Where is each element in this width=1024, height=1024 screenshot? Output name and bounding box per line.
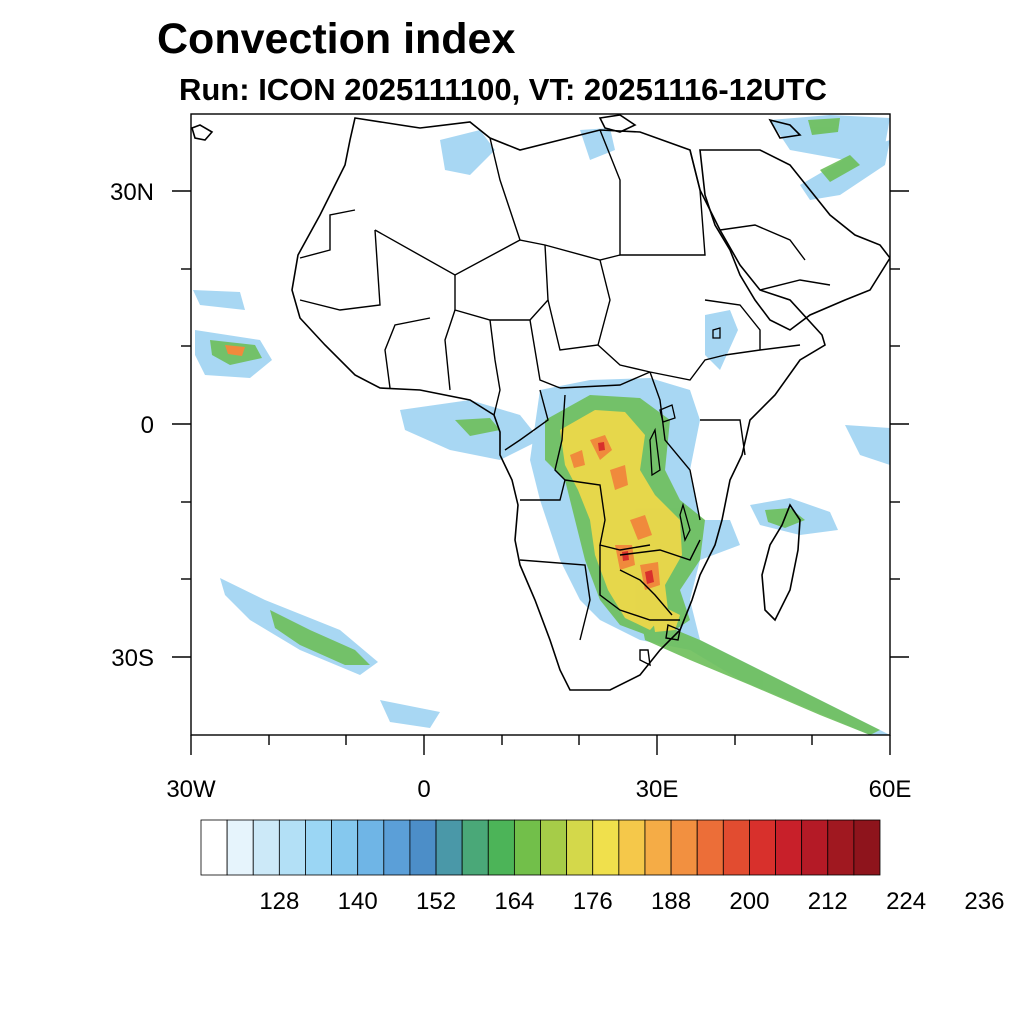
- colorbar-tick-label: 188: [651, 888, 692, 915]
- colorbar-swatch: [252, 819, 280, 876]
- lat-label-30s: 30S: [111, 645, 154, 672]
- colorbar: [200, 819, 881, 876]
- colorbar-swatch: [827, 819, 855, 876]
- colorbar-swatch: [775, 819, 803, 876]
- colorbar-swatch: [540, 819, 568, 876]
- colorbar-tick-label: 212: [807, 888, 848, 915]
- colorbar-swatch: [409, 819, 437, 876]
- colorbar-swatch: [435, 819, 463, 876]
- colorbar-swatch: [670, 819, 698, 876]
- colorbar-swatch: [749, 819, 776, 876]
- colorbar-tick-label: 128: [259, 888, 300, 915]
- colorbar-tick-label: 164: [494, 888, 535, 915]
- lon-label-60e: 60E: [868, 776, 912, 803]
- colorbar-swatch: [461, 819, 489, 876]
- colorbar-swatch: [200, 819, 228, 876]
- colorbar-tick-label: 200: [729, 888, 770, 915]
- colorbar-swatch: [383, 819, 411, 876]
- colorbar-swatch: [278, 819, 306, 876]
- colorbar-swatch: [331, 819, 359, 876]
- colorbar-tick-label: 140: [337, 888, 378, 915]
- lon-label-30e: 30E: [635, 776, 679, 803]
- colorbar-swatch: [592, 819, 620, 876]
- lat-ticks: [172, 190, 909, 658]
- colorbar-swatch: [801, 819, 829, 876]
- colorbar-swatch: [487, 819, 515, 876]
- country-borders: [299, 129, 831, 667]
- map-title: Convection index: [157, 15, 516, 63]
- map-field: [191, 114, 890, 735]
- lon-label-0: 0: [417, 776, 431, 803]
- colorbar-tick-label: 236: [964, 888, 1005, 915]
- colorbar-swatch: [644, 819, 672, 876]
- colorbar-swatch: [566, 819, 594, 876]
- lakes: [649, 327, 721, 542]
- colorbar-swatch: [853, 819, 881, 876]
- lon-label-30w: 30W: [166, 776, 216, 803]
- colorbar-tick-label: 224: [886, 888, 927, 915]
- lon-ticks: [190, 735, 891, 755]
- colorbar-swatch: [357, 819, 385, 876]
- colorbar-swatch: [696, 819, 724, 876]
- colorbar-tick-label: 152: [416, 888, 457, 915]
- lat-label-0: 0: [140, 412, 154, 439]
- lat-label-30n: 30N: [109, 179, 154, 206]
- colorbar-swatch: [513, 819, 541, 876]
- colorbar-swatch: [618, 819, 646, 876]
- colorbar-swatch: [305, 819, 332, 876]
- colorbar-swatch: [226, 819, 254, 876]
- colorbar-swatch: [722, 819, 750, 876]
- map-subtitle: Run: ICON 2025111100, VT: 20251116-12UTC: [179, 72, 827, 107]
- colorbar-tick-label: 176: [572, 888, 613, 915]
